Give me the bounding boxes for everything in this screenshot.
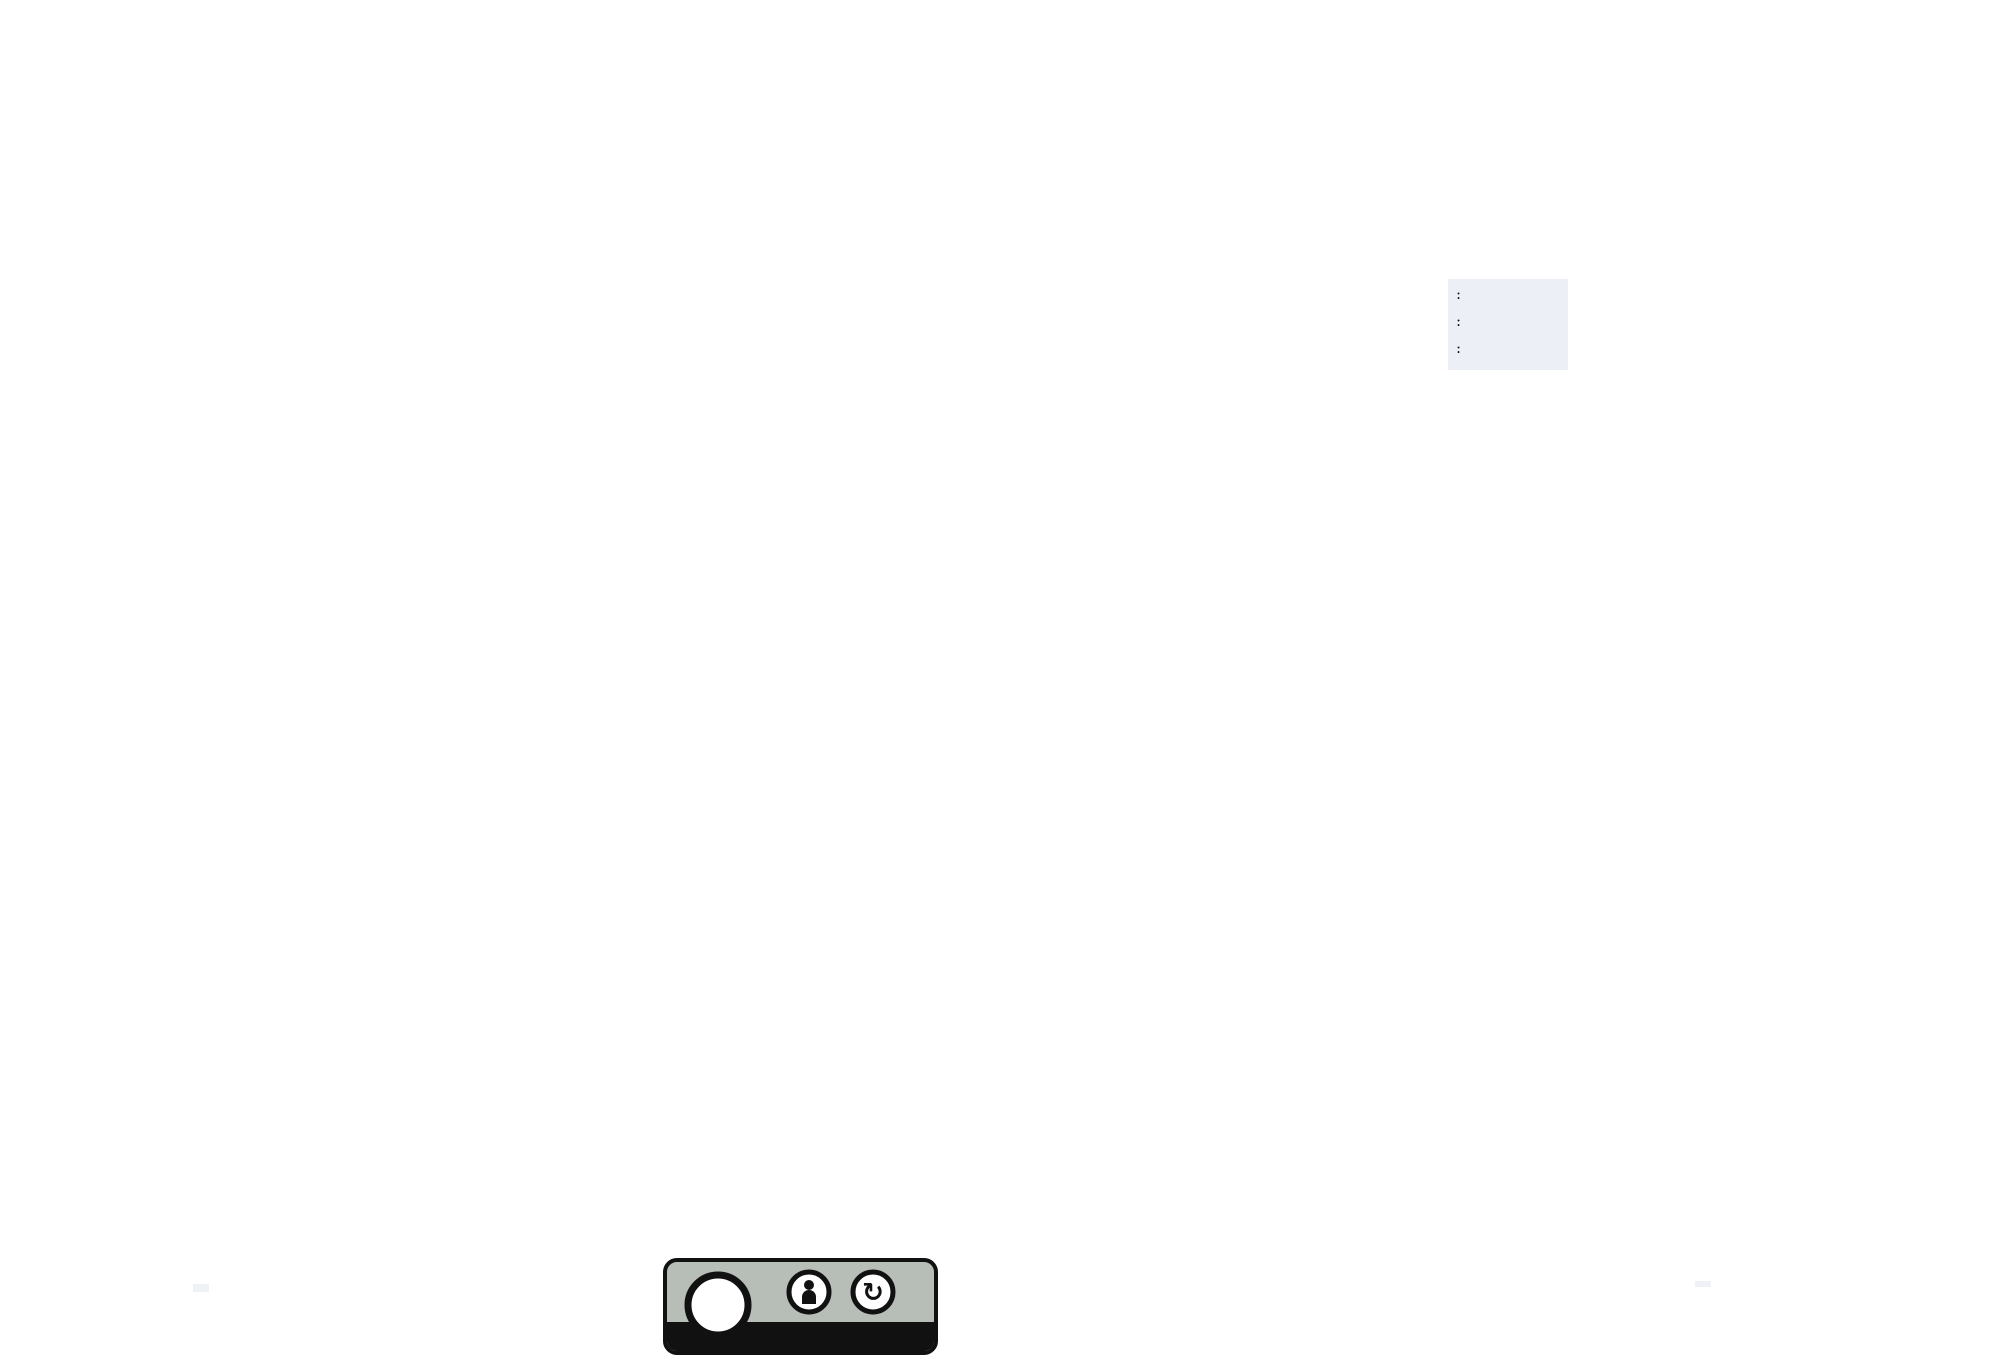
eta-row-1064: : (1456, 339, 1462, 357)
eta-row-532: : (1456, 312, 1462, 330)
reference-heights-box (193, 1284, 209, 1292)
sa-share-alike-icon (850, 1269, 896, 1315)
wv-calibration-note (1695, 1281, 1711, 1287)
eta-annotation: : : : (1448, 279, 1568, 370)
eta-row-355: : (1456, 285, 1462, 303)
svg-text:↻: ↻ (862, 1278, 884, 1308)
cc-icon (684, 1271, 752, 1339)
cc-by-sa-badge: ↻ (663, 1258, 938, 1355)
